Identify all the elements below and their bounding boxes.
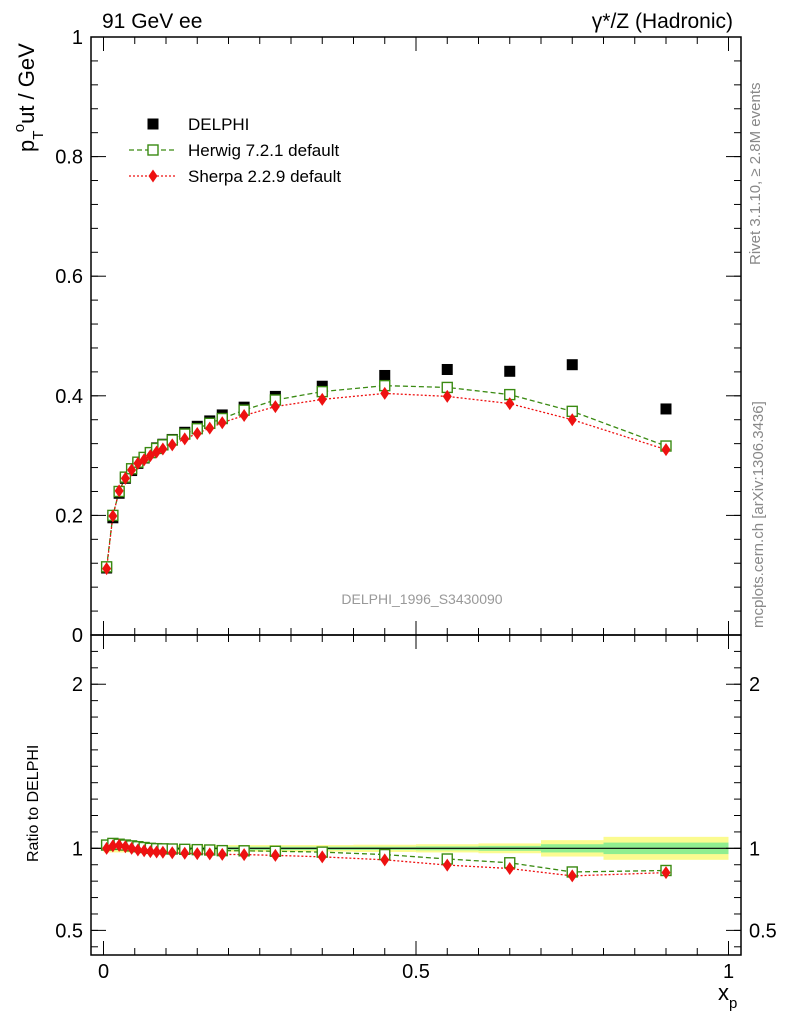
herwig-ratio-line <box>106 842 667 873</box>
sherpa-point <box>205 421 215 435</box>
main-y-tick-label: 0.8 <box>55 147 83 169</box>
sherpa-ratio-point <box>145 845 155 859</box>
x-tick-label: 0 <box>98 961 109 983</box>
sherpa-ratio-point <box>139 844 149 858</box>
sherpa-ratio-point <box>108 839 118 853</box>
sherpa-ratio-point <box>192 847 202 861</box>
delphi-point <box>566 359 578 371</box>
sherpa-ratio-point <box>158 845 168 859</box>
delphi-point <box>379 369 391 381</box>
header-left-label: 91 GeV ee <box>102 10 202 33</box>
sherpa-point <box>317 392 327 406</box>
delphi-point <box>441 363 453 375</box>
legend-sherpa-marker <box>148 169 158 183</box>
sherpa-ratio-point <box>205 847 215 861</box>
sherpa-point <box>661 443 671 457</box>
sherpa-ratio-point <box>180 846 190 860</box>
ratio-y-tick-label-right: 1 <box>749 838 760 860</box>
sherpa-point <box>120 471 130 485</box>
ratio-y-tick-label-right: 0.5 <box>749 920 777 942</box>
sherpa-ratio-point <box>120 840 130 854</box>
ratio-y-tick-label-right: 2 <box>749 674 760 696</box>
legend-delphi-marker <box>147 118 159 130</box>
main-y-tick-label: 1 <box>72 27 83 49</box>
sherpa-point <box>180 432 190 446</box>
sherpa-point <box>192 426 202 440</box>
mcplots-source-label: mcplots.cern.ch [arXiv:1306.3436] <box>750 401 767 628</box>
sherpa-point <box>442 389 452 403</box>
sherpa-point <box>139 453 149 467</box>
sherpa-ratio-point <box>270 848 280 862</box>
sherpa-point <box>127 463 137 477</box>
ratio-y-tick-label: 1 <box>72 838 83 860</box>
sherpa-ratio-point <box>167 846 177 860</box>
sherpa-ratio-point <box>505 862 515 876</box>
rivet-version-label: Rivet 3.1.10, ≥ 2.8M events <box>747 83 764 266</box>
legend-label-herwig: Herwig 7.2.1 default <box>188 141 339 160</box>
sherpa-point <box>114 484 124 498</box>
delphi-point <box>660 403 672 415</box>
main-y-tick-label: 0.4 <box>55 386 83 408</box>
series-markers <box>100 118 672 883</box>
sherpa-point <box>158 442 168 456</box>
ratio-panel-frame: 0.5 1 2 0.5 1 2 0 0.5 1 <box>55 634 777 983</box>
ratio-y-tick-label: 2 <box>72 674 83 696</box>
series-lines <box>105 384 667 877</box>
sherpa-point <box>102 562 112 576</box>
main-y-tick-label: 0.2 <box>55 505 83 527</box>
sherpa-point <box>380 386 390 400</box>
sherpa-ratio-point <box>102 841 112 855</box>
sherpa-ratio-point <box>217 847 227 861</box>
sherpa-point <box>108 509 118 523</box>
legend: DELPHI Herwig 7.2.1 default Sherpa 2.2.9 d… <box>129 115 341 186</box>
sherpa-ratio-line <box>106 844 667 877</box>
analysis-watermark: DELPHI_1996_S3430090 <box>341 591 502 607</box>
ratio-y-axis-label: Ratio to DELPHI <box>25 745 42 862</box>
main-y-tick-label: 0.6 <box>55 266 83 288</box>
sherpa-point <box>505 397 515 411</box>
main-y-axis-label: pTout / GeV <box>11 43 47 152</box>
legend-label-sherpa: Sherpa 2.2.9 default <box>188 167 341 186</box>
sherpa-line <box>105 392 667 569</box>
ratio-y-tick-label: 0.5 <box>55 920 83 942</box>
sherpa-point <box>239 409 249 423</box>
x-axis-label: xp <box>718 980 737 1012</box>
main-y-tick-label: 0 <box>72 625 83 647</box>
sherpa-ratio-point <box>380 853 390 867</box>
sherpa-ratio-point <box>127 841 137 855</box>
delphi-point <box>504 365 516 377</box>
sherpa-point <box>567 413 577 427</box>
sherpa-ratio-point <box>152 845 162 859</box>
legend-label-data: DELPHI <box>188 115 249 134</box>
sherpa-point <box>167 438 177 452</box>
sherpa-ratio-point <box>442 858 452 872</box>
sherpa-ratio-point <box>133 843 143 857</box>
x-tick-label: 0.5 <box>402 961 430 983</box>
header-right-label: γ*/Z (Hadronic) <box>592 10 733 33</box>
sherpa-point <box>217 416 227 430</box>
ratio-border <box>90 634 742 956</box>
sherpa-ratio-point <box>239 848 249 862</box>
sherpa-point <box>270 400 280 414</box>
sherpa-ratio-point <box>661 866 671 880</box>
sherpa-ratio-point <box>567 869 577 883</box>
herwig-line <box>105 384 667 567</box>
sherpa-ratio-point <box>114 838 124 852</box>
sherpa-ratio-point <box>317 850 327 864</box>
legend-herwig-marker <box>147 144 159 156</box>
x-tick-label: 1 <box>723 961 734 983</box>
